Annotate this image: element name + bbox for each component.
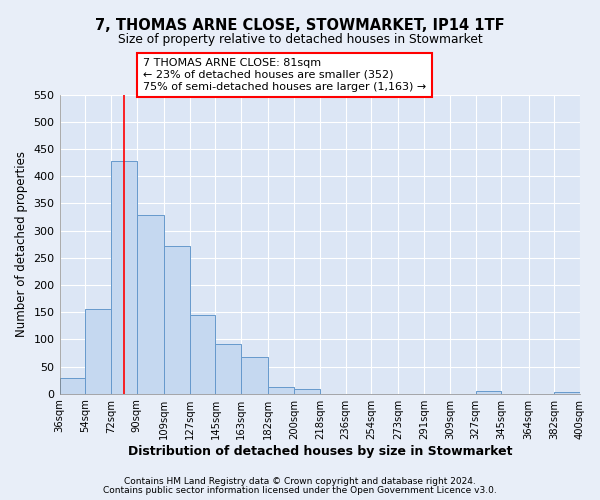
Bar: [241, 358, 268, 394]
Bar: [164, 246, 190, 394]
Text: Contains public sector information licensed under the Open Government Licence v3: Contains public sector information licen…: [103, 486, 497, 495]
Bar: [59, 378, 85, 394]
Text: 7 THOMAS ARNE CLOSE: 81sqm
← 23% of detached houses are smaller (352)
75% of sem: 7 THOMAS ARNE CLOSE: 81sqm ← 23% of deta…: [143, 58, 426, 92]
Text: Contains HM Land Registry data © Crown copyright and database right 2024.: Contains HM Land Registry data © Crown c…: [124, 477, 476, 486]
X-axis label: Distribution of detached houses by size in Stowmarket: Distribution of detached houses by size …: [128, 444, 512, 458]
Text: 7, THOMAS ARNE CLOSE, STOWMARKET, IP14 1TF: 7, THOMAS ARNE CLOSE, STOWMARKET, IP14 1…: [95, 18, 505, 32]
Bar: [190, 315, 215, 394]
Bar: [215, 344, 241, 394]
Bar: [554, 392, 580, 394]
Bar: [268, 387, 294, 394]
Y-axis label: Number of detached properties: Number of detached properties: [15, 151, 28, 337]
Bar: [137, 216, 164, 394]
Bar: [111, 161, 137, 394]
Bar: [85, 310, 111, 394]
Bar: [294, 389, 320, 394]
Bar: [476, 391, 502, 394]
Text: Size of property relative to detached houses in Stowmarket: Size of property relative to detached ho…: [118, 32, 482, 46]
